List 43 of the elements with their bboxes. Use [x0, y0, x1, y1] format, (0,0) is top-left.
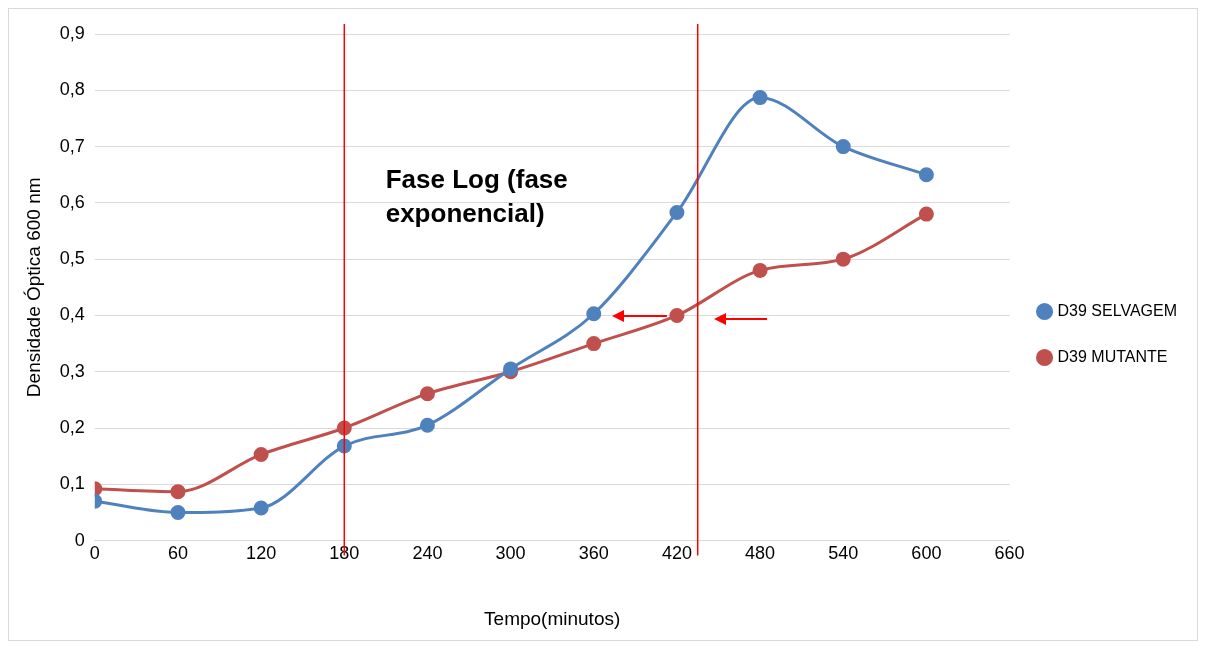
point	[918, 206, 934, 222]
point	[170, 484, 186, 500]
y-axis-title: Densidade Óptica 600 nm	[22, 177, 44, 398]
point	[170, 504, 186, 520]
y-tick-label: 0,6	[59, 191, 85, 212]
x-tick-label: 0	[89, 543, 100, 564]
x-tick-label: 660	[994, 543, 1025, 564]
point	[253, 446, 269, 462]
y-tick-label: 0,9	[59, 22, 85, 43]
point	[419, 417, 435, 433]
x-axis-title: Tempo(minutos)	[484, 607, 621, 629]
x-tick-label: 480	[745, 543, 776, 564]
y-tick-label: 0,3	[59, 360, 85, 381]
point	[669, 204, 685, 220]
point	[586, 336, 602, 352]
x-tick-label: 360	[578, 543, 609, 564]
point	[835, 139, 851, 155]
legend-label: D39 SELVAGEM	[1057, 301, 1177, 319]
y-tick-label: 0,4	[59, 304, 85, 325]
point	[835, 251, 851, 267]
y-tick-label: 0	[74, 529, 85, 550]
y-tick-label: 0,5	[59, 248, 85, 269]
legend-label: D39 MUTANTE	[1057, 347, 1168, 365]
x-tick-label: 60	[167, 543, 188, 564]
x-tick-label: 300	[495, 543, 526, 564]
x-tick-label: 120	[246, 543, 277, 564]
x-tick-label: 420	[661, 543, 692, 564]
y-tick-label: 0,2	[59, 416, 85, 437]
x-tick-label: 540	[828, 543, 859, 564]
y-tick-label: 0,7	[59, 135, 85, 156]
x-tick-label: 240	[412, 543, 443, 564]
point	[918, 167, 934, 183]
y-tick-label: 0,8	[59, 79, 85, 100]
point	[586, 306, 602, 322]
y-tick-label: 0,1	[59, 473, 85, 494]
point	[253, 500, 269, 516]
point	[669, 307, 685, 323]
annotation: Fase Log (fase exponencial)	[385, 164, 568, 229]
point	[752, 262, 768, 278]
x-tick-label: 180	[329, 543, 360, 564]
point	[752, 90, 768, 106]
point	[419, 386, 435, 402]
x-tick-label: 600	[911, 543, 942, 564]
